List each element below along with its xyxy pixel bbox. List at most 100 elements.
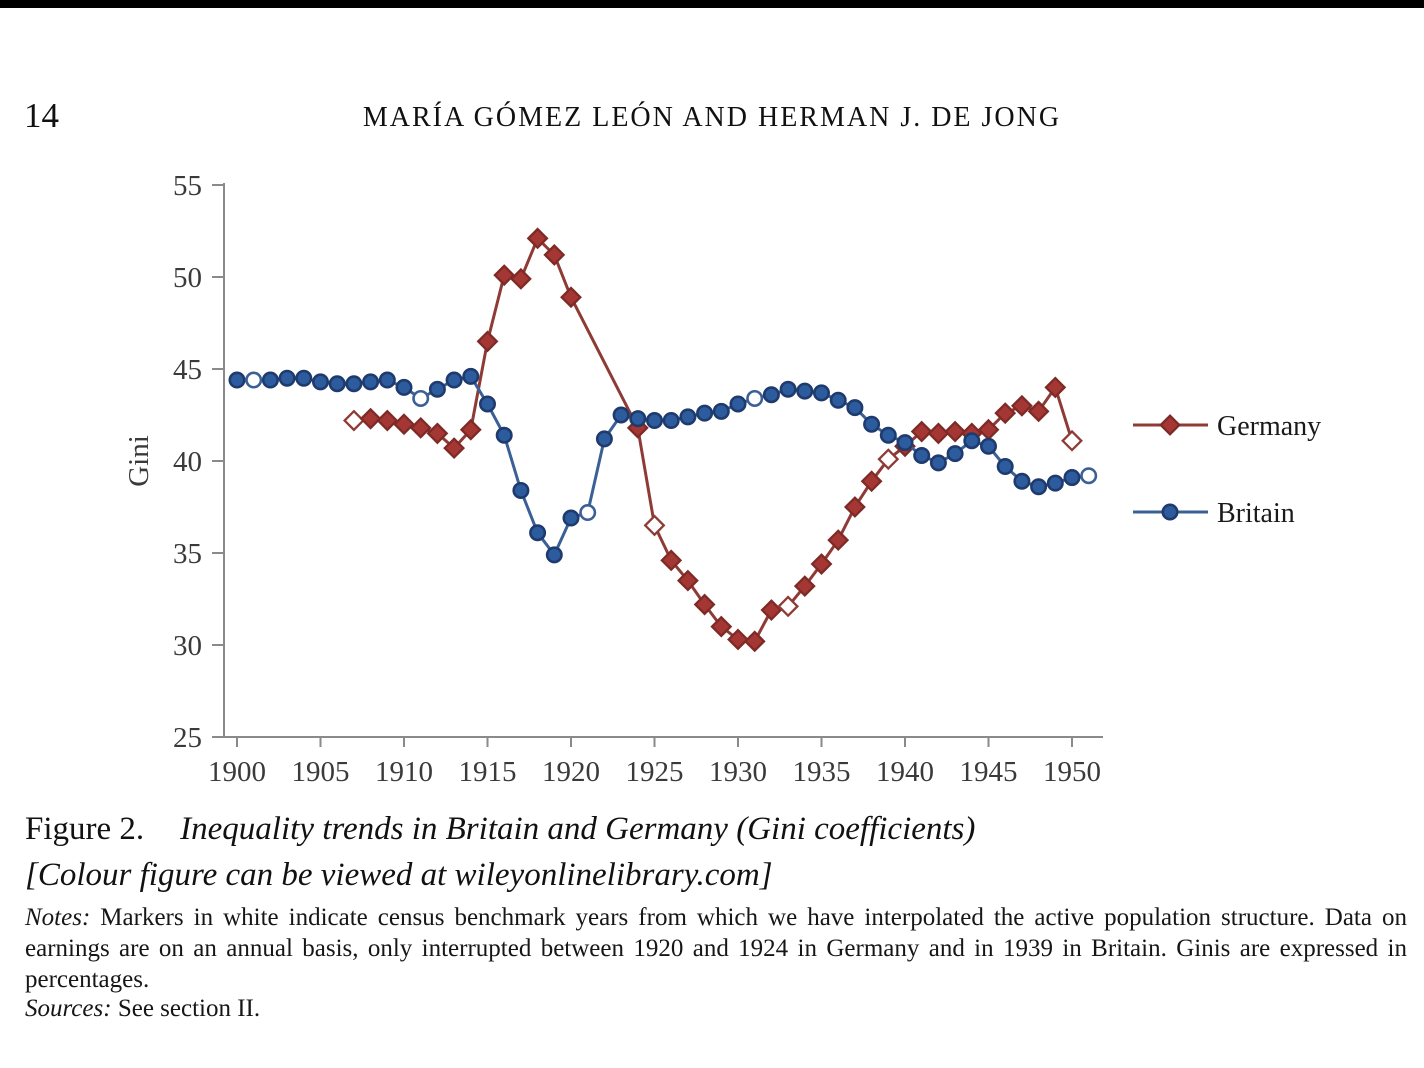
- series-line-britain: [237, 374, 1089, 557]
- britain-data-point: [395, 378, 413, 396]
- britain-data-point: [662, 412, 680, 430]
- germany-data-point: [994, 402, 1017, 425]
- figure-caption-line1: Figure 2. Inequality trends in Britain an…: [25, 806, 1364, 852]
- figure-caption: Figure 2. Inequality trends in Britain an…: [25, 806, 1364, 898]
- y-tick-label: 25: [173, 722, 202, 754]
- germany-data-point: [409, 416, 432, 439]
- figure-sources: Sources: See section II.: [25, 993, 1407, 1024]
- britain-data-point: [278, 369, 296, 387]
- x-tick-label: 1920: [542, 756, 600, 788]
- germany-data-point: [827, 529, 850, 552]
- britain-data-point: [612, 406, 630, 424]
- britain-data-point: [1080, 467, 1098, 485]
- sources-label: Sources:: [25, 995, 112, 1022]
- germany-data-point: [443, 437, 466, 460]
- britain-data-point: [645, 412, 663, 430]
- germany-data-point: [944, 420, 967, 443]
- gini-line-chart: 25 30 35 40 45 50 55 1900 1905 1910 1915 1920 1925 19…: [123, 170, 1321, 788]
- germany-data-point: [810, 553, 833, 575]
- britain-data-point: [979, 437, 997, 455]
- figure-caption-label: Figure 2.: [25, 811, 145, 847]
- x-tick-label: 1945: [960, 756, 1018, 788]
- figure-caption-line2: [Colour figure can be viewed at wileyonl…: [25, 852, 1364, 898]
- germany-data-point: [1027, 400, 1050, 423]
- x-tick-label: 1935: [793, 756, 851, 788]
- x-tick-label: 1915: [459, 756, 517, 788]
- germany-data-point: [727, 628, 749, 651]
- notes-label: Notes:: [25, 904, 91, 931]
- figure-notes: Notes: Markers in white indicate census …: [25, 902, 1407, 995]
- figure-caption-title: Inequality trends in Britain and Germany…: [180, 811, 976, 847]
- britain-data-point: [946, 445, 964, 463]
- y-tick-label: 45: [173, 354, 202, 386]
- britain-data-point: [245, 371, 263, 389]
- britain-data-point: [462, 367, 480, 385]
- britain-data-point: [696, 404, 714, 422]
- britain-data-point: [913, 446, 931, 464]
- britain-data-point: [796, 382, 814, 400]
- y-tick-label: 30: [173, 630, 202, 662]
- britain-data-point: [295, 369, 313, 387]
- y-tick-label: 55: [173, 170, 202, 202]
- germany-data-point: [710, 615, 733, 638]
- britain-data-point: [428, 380, 446, 398]
- britain-data-point: [712, 402, 730, 420]
- britain-data-point: [812, 384, 830, 402]
- britain-data-point: [963, 432, 981, 450]
- britain-data-point: [1063, 469, 1081, 487]
- germany-data-point: [1010, 394, 1033, 417]
- axes: 25 30 35 40 45 50 55 1900 1905 1910 1915 1920 1925 19…: [123, 170, 1103, 788]
- britain-data-point: [746, 389, 764, 407]
- sources-text: See section II.: [111, 995, 261, 1022]
- germany-data-point: [1061, 429, 1083, 452]
- britain-data-point: [261, 371, 279, 389]
- germany-data-point: [877, 448, 900, 471]
- britain-data-point: [679, 408, 697, 426]
- britain-data-point: [228, 371, 246, 389]
- britain-data-point: [779, 380, 797, 398]
- legend: Germany Britain: [1133, 411, 1321, 529]
- britain-data-point: [445, 371, 463, 389]
- britain-data-point: [1030, 478, 1048, 496]
- britain-data-point: [896, 434, 914, 452]
- germany-data-point: [693, 593, 716, 616]
- notes-text: Markers in white indicate census benchma…: [25, 904, 1407, 993]
- x-tick-label: 1910: [375, 756, 433, 788]
- britain-data-point: [863, 415, 881, 433]
- britain-data-point: [412, 389, 430, 407]
- britain-data-point: [595, 430, 613, 448]
- germany-data-point: [660, 549, 683, 572]
- germany-data-point: [927, 422, 950, 445]
- britain-data-point: [478, 395, 496, 413]
- britain-data-point: [1046, 474, 1064, 492]
- britain-data-point: [345, 375, 363, 393]
- britain-data-point: [311, 373, 329, 391]
- germany-data-point: [1044, 376, 1067, 399]
- page-top-edge: [0, 0, 1424, 8]
- germany-data-point: [476, 330, 499, 353]
- germany-data-point: [543, 243, 566, 266]
- legend-marker-circle-icon: [1161, 503, 1179, 521]
- germany-data-point: [777, 595, 800, 618]
- germany-data-point: [910, 420, 933, 443]
- figure-caption-colour-note: [Colour figure can be viewed at wileyonl…: [25, 857, 773, 893]
- x-tick-label: 1900: [208, 756, 266, 788]
- germany-data-point: [843, 496, 866, 518]
- britain-data-point: [579, 504, 597, 522]
- britain-data-point: [545, 546, 563, 564]
- britain-data-point: [495, 426, 513, 444]
- y-tick-label: 40: [173, 446, 202, 478]
- germany-data-point: [643, 514, 666, 537]
- germany-data-point: [376, 409, 399, 432]
- legend-label: Germany: [1217, 411, 1321, 442]
- germany-data-point: [342, 409, 365, 432]
- series-germany: [342, 227, 1083, 653]
- britain-data-point: [378, 371, 396, 389]
- britain-data-point: [629, 410, 647, 428]
- germany-data-point: [860, 470, 883, 493]
- y-tick-label: 50: [173, 262, 202, 294]
- britain-data-point: [362, 373, 380, 391]
- series-britain: [228, 367, 1098, 564]
- germany-data-point: [760, 599, 783, 621]
